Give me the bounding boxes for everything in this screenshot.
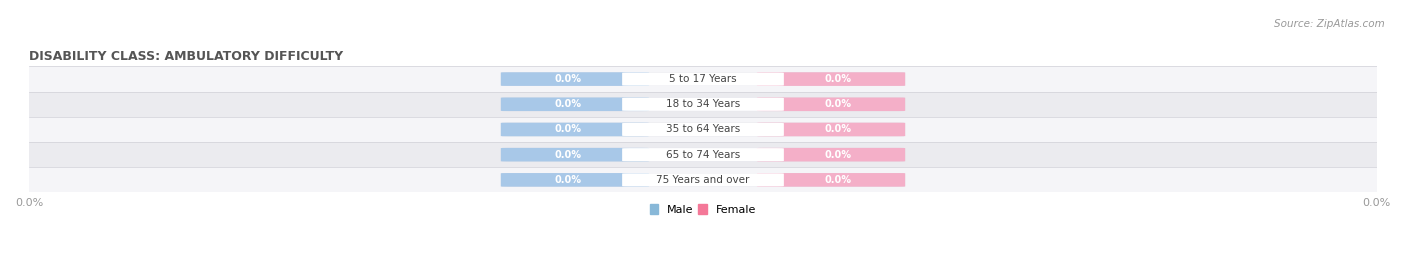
Text: 0.0%: 0.0% bbox=[824, 125, 851, 134]
FancyBboxPatch shape bbox=[621, 98, 785, 111]
FancyBboxPatch shape bbox=[501, 148, 905, 161]
Text: 0.0%: 0.0% bbox=[824, 74, 851, 84]
Legend: Male, Female: Male, Female bbox=[650, 204, 756, 215]
FancyBboxPatch shape bbox=[756, 97, 905, 111]
Bar bbox=[30, 167, 1376, 192]
FancyBboxPatch shape bbox=[501, 72, 650, 86]
Text: 75 Years and over: 75 Years and over bbox=[657, 175, 749, 185]
Bar bbox=[30, 142, 1376, 167]
Text: DISABILITY CLASS: AMBULATORY DIFFICULTY: DISABILITY CLASS: AMBULATORY DIFFICULTY bbox=[30, 50, 343, 63]
Bar bbox=[30, 92, 1376, 117]
Text: 0.0%: 0.0% bbox=[555, 175, 582, 185]
Text: 0.0%: 0.0% bbox=[555, 74, 582, 84]
FancyBboxPatch shape bbox=[501, 148, 650, 161]
Bar bbox=[30, 117, 1376, 142]
Text: 0.0%: 0.0% bbox=[824, 150, 851, 160]
FancyBboxPatch shape bbox=[621, 123, 785, 136]
Text: 0.0%: 0.0% bbox=[824, 175, 851, 185]
FancyBboxPatch shape bbox=[621, 148, 785, 161]
Bar bbox=[30, 66, 1376, 92]
FancyBboxPatch shape bbox=[756, 123, 905, 136]
FancyBboxPatch shape bbox=[501, 97, 650, 111]
FancyBboxPatch shape bbox=[756, 148, 905, 161]
Text: 0.0%: 0.0% bbox=[824, 99, 851, 109]
Text: 0.0%: 0.0% bbox=[555, 125, 582, 134]
FancyBboxPatch shape bbox=[501, 72, 905, 86]
FancyBboxPatch shape bbox=[756, 173, 905, 187]
FancyBboxPatch shape bbox=[501, 123, 905, 136]
Text: 18 to 34 Years: 18 to 34 Years bbox=[666, 99, 740, 109]
FancyBboxPatch shape bbox=[621, 173, 785, 186]
Text: 0.0%: 0.0% bbox=[555, 150, 582, 160]
Text: 5 to 17 Years: 5 to 17 Years bbox=[669, 74, 737, 84]
FancyBboxPatch shape bbox=[501, 123, 650, 136]
Text: 35 to 64 Years: 35 to 64 Years bbox=[666, 125, 740, 134]
Text: 0.0%: 0.0% bbox=[555, 99, 582, 109]
FancyBboxPatch shape bbox=[501, 173, 650, 187]
FancyBboxPatch shape bbox=[501, 97, 905, 111]
FancyBboxPatch shape bbox=[756, 72, 905, 86]
FancyBboxPatch shape bbox=[621, 73, 785, 86]
Text: Source: ZipAtlas.com: Source: ZipAtlas.com bbox=[1274, 19, 1385, 29]
Text: 65 to 74 Years: 65 to 74 Years bbox=[666, 150, 740, 160]
FancyBboxPatch shape bbox=[501, 173, 905, 187]
